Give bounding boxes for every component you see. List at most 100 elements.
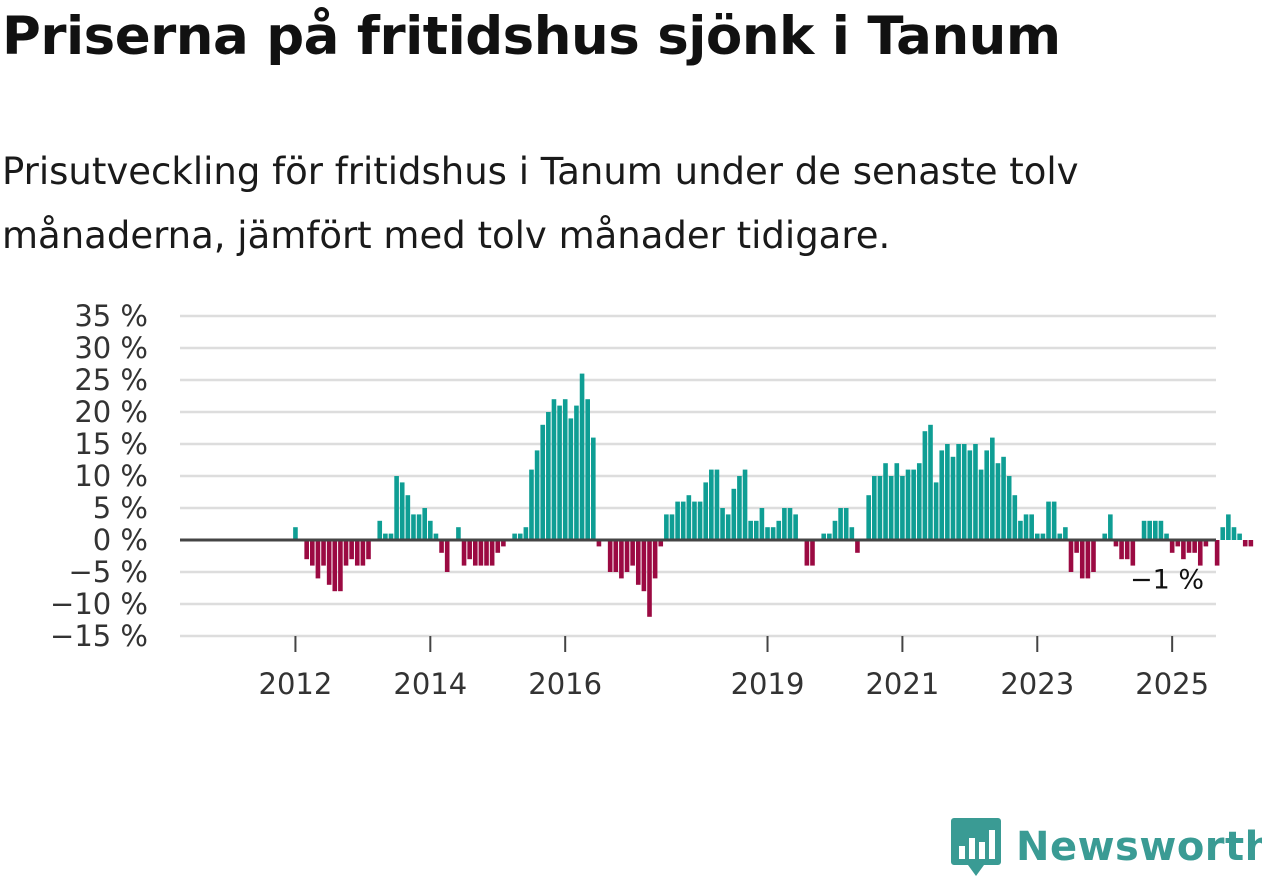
bar (1057, 533, 1063, 540)
bar (596, 540, 602, 547)
bar (343, 540, 349, 566)
bar (1006, 476, 1012, 540)
bar (950, 456, 956, 540)
bar (1175, 540, 1181, 547)
bar (855, 540, 860, 553)
bar (821, 533, 827, 540)
bar (1214, 540, 1220, 566)
bar (720, 508, 725, 540)
bar (377, 520, 383, 540)
bar (394, 476, 399, 540)
bar (534, 450, 540, 540)
end-label-group: −1 % (1130, 564, 1204, 595)
bar (529, 469, 534, 540)
brand-name: Newsworthy (1016, 824, 1262, 870)
bar (546, 412, 551, 540)
x-tick-label: 2019 (731, 667, 805, 701)
bar (551, 399, 557, 540)
bar (383, 533, 388, 540)
bar (399, 482, 405, 540)
bar (557, 405, 562, 540)
x-tick-label: 2025 (1135, 667, 1209, 701)
bar (832, 520, 838, 540)
bar (607, 540, 613, 572)
bar (804, 540, 810, 566)
y-tick-label: −5 % (68, 555, 148, 589)
bar (945, 444, 950, 540)
bar (1169, 540, 1175, 553)
bar (872, 476, 877, 540)
bar (304, 540, 309, 560)
bar (619, 540, 624, 579)
bar (1040, 533, 1046, 540)
bar (664, 514, 669, 540)
bar (472, 540, 478, 566)
x-tick-label: 2016 (528, 667, 602, 701)
bar (1068, 540, 1074, 572)
bar (793, 514, 798, 540)
bar (911, 469, 916, 540)
bar (1108, 514, 1113, 540)
bar (630, 540, 635, 566)
y-tick-label: 15 % (74, 427, 148, 461)
bar-chart: −15 %−10 %−5 %0 %5 %10 %15 %20 %25 %30 %… (50, 299, 1254, 701)
y-tick-label: 30 % (74, 331, 148, 365)
bar (1074, 540, 1079, 553)
bar (883, 463, 888, 540)
x-tick-label: 2021 (865, 667, 939, 701)
bar (1091, 540, 1096, 572)
bar (360, 540, 366, 566)
bar (1001, 456, 1006, 540)
bar (973, 444, 978, 540)
bar (1181, 540, 1186, 560)
bar (995, 463, 1001, 540)
bar (1147, 520, 1152, 540)
bar (1158, 520, 1164, 540)
bar (1012, 495, 1018, 540)
bar (725, 514, 731, 540)
bar (866, 495, 871, 540)
bar (1231, 527, 1237, 540)
bar (354, 540, 360, 566)
y-tick-label: −15 % (50, 619, 148, 653)
y-tick-label: 5 % (93, 491, 148, 525)
bar (1242, 540, 1248, 547)
bar (489, 540, 495, 566)
bar (635, 540, 641, 585)
bar (1164, 533, 1169, 540)
bar (877, 476, 883, 540)
y-tick-label: 0 % (93, 523, 148, 557)
bar (967, 450, 973, 540)
bar (888, 476, 894, 540)
y-axis-ticks: −15 %−10 %−5 %0 %5 %10 %15 %20 %25 %30 %… (50, 299, 148, 653)
bar (984, 450, 990, 540)
bar (366, 540, 371, 560)
bar (787, 508, 793, 540)
y-tick-label: −10 % (50, 587, 148, 621)
brand-logo: Newsworthy (950, 815, 1262, 879)
y-tick-label: 25 % (74, 363, 148, 397)
bar (731, 488, 737, 540)
bar (478, 540, 484, 566)
bar (1085, 540, 1091, 579)
bar (1197, 540, 1203, 566)
y-tick-label: 20 % (74, 395, 148, 429)
bar (411, 514, 416, 540)
bar (326, 540, 332, 585)
bar (540, 424, 546, 540)
bar (1124, 540, 1130, 560)
x-tick-label: 2023 (1000, 667, 1074, 701)
bars (293, 373, 1254, 617)
bar (428, 520, 433, 540)
bar (1034, 533, 1040, 540)
bar (956, 444, 961, 540)
bar (692, 501, 697, 540)
bar (568, 418, 574, 540)
bar (388, 533, 394, 540)
x-axis-ticks: 2012 2014 2016 2019 2021 2023 2025 (259, 636, 1209, 701)
bar (810, 540, 815, 566)
bar (669, 514, 675, 540)
bar (1051, 501, 1057, 540)
bar (501, 540, 506, 547)
chart-title: Priserna på fritidshus sjönk i Tanum (2, 6, 1061, 67)
